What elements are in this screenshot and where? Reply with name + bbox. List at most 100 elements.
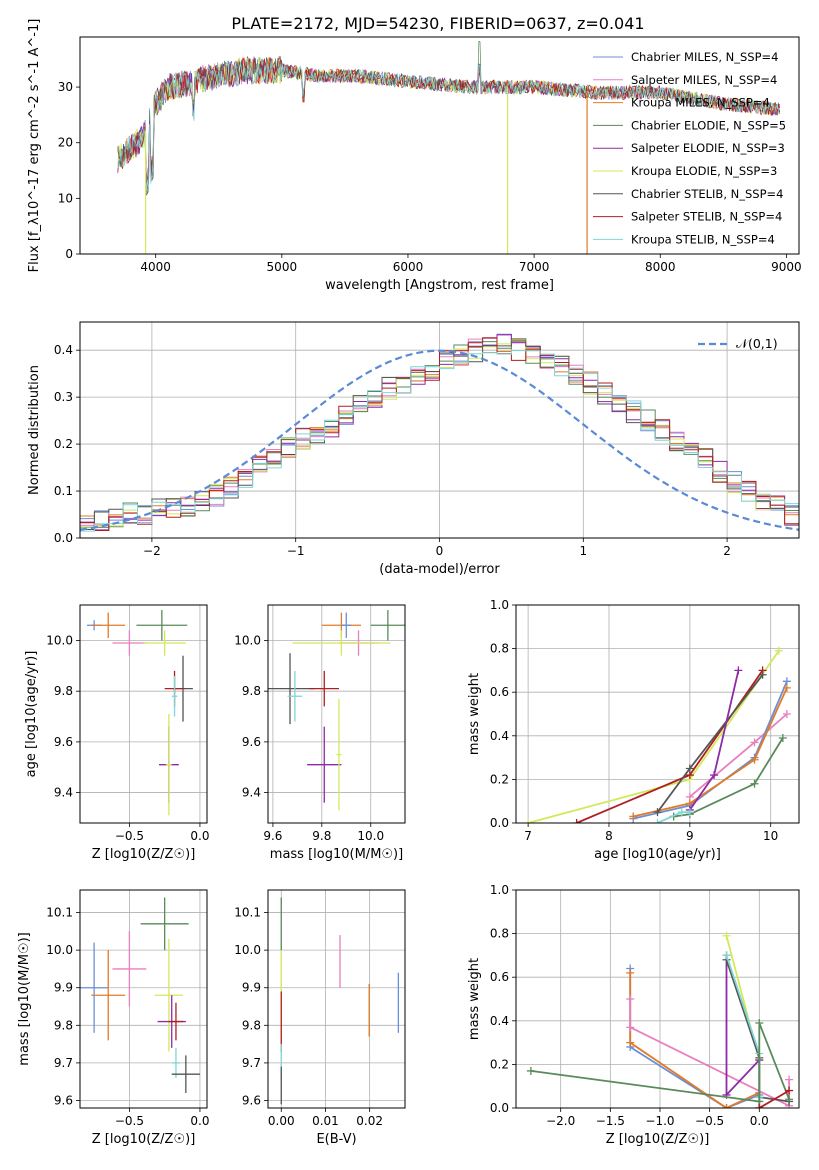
panel-mass-vs-Z: −0.5 0.0 9.6 9.7 9.8 9.9 10.0 10.1 Z [log10(Z/Z☉… <box>17 889 209 1147</box>
marker-chabrier-stelib <box>685 764 694 773</box>
x-axis-label: Z [log10(Z/Z☉)] <box>606 1132 710 1147</box>
y-tick-label: 9.7 <box>54 1056 73 1070</box>
plot-area <box>117 40 781 254</box>
panels-container: 4000 5000 6000 7000 8000 90000102030wavelengt… <box>17 19 802 1147</box>
y-tick-label: 9.4 <box>54 786 73 800</box>
y-tick-label: 9.8 <box>242 684 261 698</box>
marker-salpeter-stelib <box>785 1086 794 1095</box>
panel-spectrum: 4000 5000 6000 7000 8000 9000 0 10 20 30 wavelengt… <box>27 19 802 293</box>
marker-chabrier-stelib <box>758 670 767 679</box>
x-tick-label: 5000 <box>267 260 298 274</box>
y-tick-label: 0.0 <box>490 816 509 830</box>
x-tick-label: 8000 <box>645 260 676 274</box>
x-tick-label: 0.00 <box>268 1114 295 1128</box>
plot-area <box>87 610 193 816</box>
marker-kroupa-miles <box>782 683 791 692</box>
series-chabrier-elodie <box>530 1022 790 1103</box>
x-tick-label: −1 <box>287 544 305 558</box>
marker-chabrier-elodie <box>750 779 759 788</box>
y-tick-label: 0.2 <box>54 437 73 451</box>
x-axis-label: age [log10(age/yr)] <box>594 847 721 862</box>
plot-area <box>526 931 794 1108</box>
series-kroupa-elodie <box>527 650 780 823</box>
x-tick-label: 0.01 <box>312 1114 339 1128</box>
marker-kroupa-miles <box>626 1038 635 1047</box>
series-kroupa-miles <box>632 687 788 818</box>
x-axis-label: mass [log10(M/M☉)] <box>270 847 403 862</box>
axes-frame <box>515 889 800 1109</box>
y-tick-label: 0.4 <box>490 1014 509 1028</box>
x-tick-label: 4000 <box>140 260 171 274</box>
x-tick-label: 0.0 <box>190 829 209 843</box>
marker-kroupa-miles <box>750 755 759 764</box>
marker-chabrier-elodie <box>778 733 787 742</box>
x-tick-label: −0.5 <box>115 1114 144 1128</box>
marker-kroupa-stelib <box>722 951 731 960</box>
legend-entry-salpeter-stelib: Salpeter STELIB, N_SSP=4 <box>631 210 782 224</box>
marker-kroupa-miles <box>629 812 638 821</box>
legend-entry-kroupa-miles: Kroupa MILES, N_SSP=4 <box>631 96 770 110</box>
panel-age-vs-mass: 9.6 9.8 10.0 9.4 9.6 9.8 10.0 mass [log10(M/M☉)… <box>234 604 406 862</box>
legend-entry-chabrier-elodie: Chabrier ELODIE, N_SSP=5 <box>631 118 786 132</box>
axes-frame <box>79 36 800 255</box>
y-tick-label: 0.4 <box>54 343 73 357</box>
figure-title: PLATE=2172, MJD=54230, FIBERID=0637, z=0… <box>231 14 644 33</box>
x-axis-label: Z [log10(Z/Z☉)] <box>92 847 196 862</box>
axes-frame <box>267 889 406 1109</box>
x-tick-label: 8 <box>605 829 613 843</box>
marker-kroupa-stelib <box>685 808 694 817</box>
x-tick-label: 9.8 <box>312 829 331 843</box>
y-tick-label: 0.6 <box>490 685 509 699</box>
y-axis-label: age [log10(age/yr)] <box>24 651 39 778</box>
marker-salpeter-stelib <box>755 1104 764 1108</box>
x-axis-label: wavelength [Angstrom, rest frame] <box>325 278 554 293</box>
y-tick-label: 9.4 <box>242 786 261 800</box>
marker-kroupa-stelib <box>677 808 686 817</box>
marker-kroupa-elodie <box>722 931 731 940</box>
y-tick-label: 9.6 <box>54 1093 73 1107</box>
plot-area <box>80 333 799 532</box>
panel-mass-vs-EBV: 0.00 0.01 0.02 9.6 9.7 9.8 9.9 10.0 10.1 E(B-V) <box>234 889 406 1147</box>
legend-entry-kroupa-elodie: Kroupa ELODIE, N_SSP=3 <box>631 164 777 178</box>
panel-age-vs-Z: −0.5 0.0 9.4 9.6 9.8 10.0 Z [log10(Z/Z☉)] age [… <box>24 604 209 862</box>
y-axis-label: Normed distribution <box>27 365 42 495</box>
x-tick-label: 9 <box>686 829 694 843</box>
marker-salpeter-stelib <box>572 819 581 823</box>
marker-salpeter-miles <box>626 995 635 1003</box>
y-tick-label: 10.0 <box>46 633 73 647</box>
series-salpeter-stelib <box>576 669 764 823</box>
x-tick-label: −0.5 <box>695 1114 724 1128</box>
y-tick-label: 9.7 <box>242 1056 261 1070</box>
y-tick-label: 0.0 <box>54 531 73 545</box>
marker-salpeter-miles <box>750 738 759 747</box>
histogram-kroupa-stelib <box>80 350 799 532</box>
x-tick-label: 10.0 <box>357 829 384 843</box>
x-tick-label: 0 <box>436 544 444 558</box>
legend-entry-gaussian: 𝒩(0,1) <box>736 336 778 351</box>
y-tick-label: 9.9 <box>242 981 261 995</box>
plot-area <box>280 897 400 1105</box>
y-tick-label: 30 <box>58 80 73 94</box>
y-tick-label: 10.1 <box>234 906 261 920</box>
marker-kroupa-miles <box>722 1104 731 1108</box>
marker-salpeter-elodie <box>710 771 719 780</box>
x-tick-label: 9.6 <box>263 829 282 843</box>
marker-salpeter-miles <box>626 1023 635 1032</box>
gaussian-curve <box>80 349 799 531</box>
marker-chabrier-stelib <box>653 808 662 817</box>
x-tick-label: 10 <box>763 829 778 843</box>
y-tick-label: 9.6 <box>54 735 73 749</box>
marker-kroupa-miles <box>626 968 635 977</box>
y-axis-label: mass weight <box>467 958 482 1040</box>
marker-salpeter-elodie <box>734 666 743 675</box>
x-axis-label: Z [log10(Z/Z☉)] <box>92 1132 196 1147</box>
y-tick-label: 1.0 <box>490 883 509 897</box>
y-tick-label: 0.8 <box>490 927 509 941</box>
axes-frame <box>79 889 208 1109</box>
marker-chabrier-elodie <box>785 1095 794 1104</box>
y-tick-label: 0.8 <box>490 642 509 656</box>
legend-entry-chabrier-miles: Chabrier MILES, N_SSP=4 <box>631 50 778 64</box>
marker-salpeter-miles <box>782 710 791 718</box>
y-axis-label: Flux [f_λ10^-17 erg cm^-2 s^-1 A^-1] <box>27 19 42 273</box>
marker-salpeter-miles <box>785 1075 794 1084</box>
